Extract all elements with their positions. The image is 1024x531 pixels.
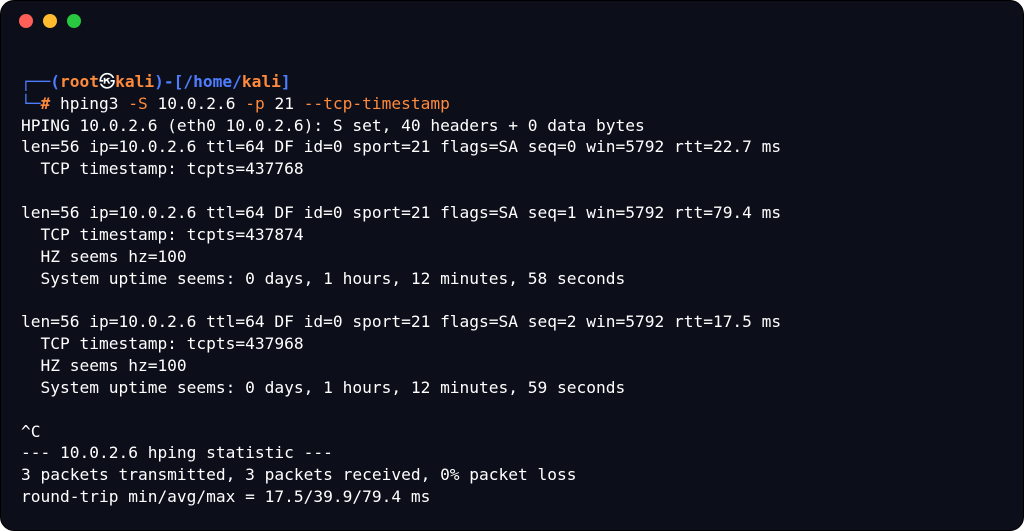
out-line: TCP timestamp: tcpts=437968 [21, 333, 1003, 355]
cmd-port: 21 [265, 94, 304, 113]
out-line: len=56 ip=10.0.2.6 ttl=64 DF id=0 sport=… [21, 202, 1003, 224]
cmd-flag-ts: --tcp-timestamp [304, 94, 450, 113]
prompt-corner-bot: └─ [21, 94, 41, 113]
out-line: System uptime seems: 0 days, 1 hours, 12… [21, 268, 1003, 290]
out-blank [21, 180, 1003, 202]
close-icon[interactable] [19, 14, 33, 28]
out-line: len=56 ip=10.0.2.6 ttl=64 DF id=0 sport=… [21, 311, 1003, 333]
maximize-icon[interactable] [67, 14, 81, 28]
out-stat-packets: 3 packets transmitted, 3 packets receive… [21, 464, 1003, 486]
cmd-flag-s: -S [128, 94, 148, 113]
prompt-corner-top: ┌──( [21, 72, 60, 91]
terminal-body[interactable]: ┌──(root㉿kali)-[/home/kali] └─# hping3 -… [1, 41, 1023, 531]
out-line: HZ seems hz=100 [21, 246, 1003, 268]
out-line: HPING 10.0.2.6 (eth0 10.0.2.6): S set, 4… [21, 115, 1003, 137]
minimize-icon[interactable] [43, 14, 57, 28]
out-line: TCP timestamp: tcpts=437874 [21, 224, 1003, 246]
prompt-user: root [60, 72, 99, 91]
out-stat-header: --- 10.0.2.6 hping statistic --- [21, 442, 1003, 464]
prompt-host: kali [115, 72, 154, 91]
cmd-bin: hping3 [60, 94, 128, 113]
prompt-hash: # [41, 94, 61, 113]
cmd-flag-p: -p [245, 94, 265, 113]
prompt-after-host: )-[ [154, 72, 183, 91]
out-line: System uptime seems: 0 days, 1 hours, 12… [21, 377, 1003, 399]
prompt-path-last: kali [242, 72, 281, 91]
prompt-line-1: ┌──(root㉿kali)-[/home/kali] [21, 72, 291, 91]
prompt-close-bracket: ] [281, 72, 291, 91]
out-ctrl-c: ^C [21, 421, 1003, 443]
prompt-path-root: /home/ [183, 72, 241, 91]
cmd-ip: 10.0.2.6 [148, 94, 245, 113]
titlebar [1, 1, 1023, 41]
out-line: TCP timestamp: tcpts=437768 [21, 158, 1003, 180]
out-line: len=56 ip=10.0.2.6 ttl=64 DF id=0 sport=… [21, 136, 1003, 158]
terminal-window: ┌──(root㉿kali)-[/home/kali] └─# hping3 -… [0, 0, 1024, 531]
out-stat-rtt: round-trip min/avg/max = 17.5/39.9/79.4 … [21, 486, 1003, 508]
out-blank [21, 399, 1003, 421]
prompt-line-2: └─# hping3 -S 10.0.2.6 -p 21 --tcp-times… [21, 94, 450, 113]
prompt-symbol: ㉿ [99, 72, 115, 91]
out-line: HZ seems hz=100 [21, 355, 1003, 377]
out-blank [21, 289, 1003, 311]
